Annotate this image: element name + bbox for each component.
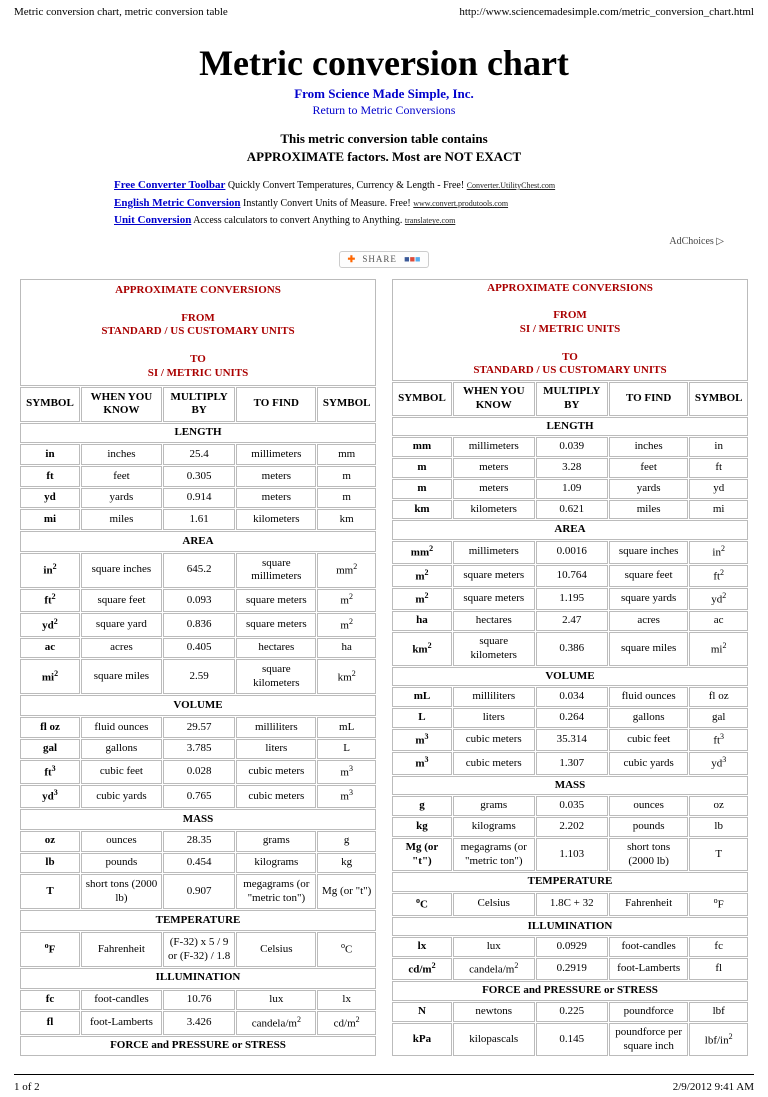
table-row: ozounces28.35gramsg	[20, 831, 376, 852]
table-row: mmmillimeters0.039inchesin	[392, 437, 748, 457]
table-row: kgkilograms2.202poundslb	[392, 817, 748, 837]
table-row: yd3cubic yards0.765cubic metersm3	[20, 785, 376, 808]
table-row: oCCelsius1.8C + 32FahrenheitoF	[392, 893, 748, 915]
table-row: Nnewtons0.225poundforcelbf	[392, 1002, 748, 1022]
ad-link-1[interactable]: English Metric Conversion	[114, 197, 241, 209]
right-temp-rows: oCCelsius1.8C + 32FahrenheitoF	[392, 893, 748, 915]
table-row: lxlux0.0929foot-candlesfc	[392, 937, 748, 957]
right-length-rows: mmmillimeters0.039inchesinmmeters3.28fee…	[392, 437, 748, 519]
table-row: acacres0.405hectaresha	[20, 638, 376, 659]
header-url: http://www.sciencemadesimple.com/metric_…	[459, 6, 754, 18]
table-row: mimiles1.61kilometerskm	[20, 509, 376, 530]
table-row: ft3cubic feet0.028cubic metersm3	[20, 760, 376, 783]
table-row: m2square meters1.195square yardsyd2	[392, 588, 748, 610]
right-volume-rows: mLmilliliters0.034fluid ouncesfl ozLlite…	[392, 687, 748, 774]
table-row: cd/m2candela/m20.2919foot-Lambertsfl	[392, 958, 748, 980]
table-row: km2square kilometers0.386square milesmi2	[392, 632, 748, 666]
table-row: hahectares2.47acresac	[392, 611, 748, 631]
table-row: flfoot-Lamberts3.426candela/m2cd/m2	[20, 1011, 376, 1034]
page-title: Metric conversion chart	[14, 42, 754, 84]
print-timestamp: 2/9/2012 9:41 AM	[673, 1081, 754, 1093]
share-services-icon: ■■■	[404, 254, 420, 264]
right-mass-rows: ggrams0.035ouncesozkgkilograms2.202pound…	[392, 796, 748, 871]
table-row: Lliters0.264gallonsgal	[392, 708, 748, 728]
ad-link-0[interactable]: Free Converter Toolbar	[114, 179, 225, 191]
right-force-rows: Nnewtons0.225poundforcelbfkPakilopascals…	[392, 1002, 748, 1056]
table-row: mm2millimeters0.0016square inchesin2	[392, 541, 748, 563]
table-row: in2square inches645.2square millimetersm…	[20, 553, 376, 588]
table-row: ydyards0.914metersm	[20, 488, 376, 509]
table-row: lbpounds0.454kilogramskg	[20, 853, 376, 874]
table-row: kmkilometers0.621milesmi	[392, 500, 748, 520]
ads-block: Free Converter Toolbar Quickly Convert T…	[114, 177, 654, 230]
adchoices-label[interactable]: AdChoices ▷	[14, 236, 754, 247]
table-row: kPakilopascals0.145poundforce per square…	[392, 1023, 748, 1057]
table-row: Mg (or "t")megagrams (or "metric ton")1.…	[392, 838, 748, 872]
table-row: Tshort tons (2000 lb)0.907megagrams (or …	[20, 874, 376, 909]
table-row: mLmilliliters0.034fluid ouncesfl oz	[392, 687, 748, 707]
table-row: m2square meters10.764square feetft2	[392, 565, 748, 587]
table-row: fl ozfluid ounces29.57millilitersmL	[20, 717, 376, 738]
table-row: mmeters1.09yardsyd	[392, 479, 748, 499]
left-conversion-table: APPROXIMATE CONVERSIONS FROM STANDARD / …	[19, 278, 377, 1058]
left-volume-rows: fl ozfluid ounces29.57millilitersmLgalga…	[20, 717, 376, 808]
ad-link-2[interactable]: Unit Conversion	[114, 214, 191, 226]
left-area-rows: in2square inches645.2square millimetersm…	[20, 553, 376, 695]
subtitle: From Science Made Simple, Inc.	[14, 86, 754, 102]
table-row: ftfeet0.305metersm	[20, 466, 376, 487]
disclaimer: This metric conversion table contains AP…	[14, 130, 754, 165]
table-row: ft2square feet0.093square metersm2	[20, 589, 376, 612]
left-temp-rows: oFFahrenheit(F-32) x 5 / 9 or (F-32) / 1…	[20, 932, 376, 967]
table-row: fcfoot-candles10.76luxlx	[20, 990, 376, 1011]
table-row: ininches25.4millimetersmm	[20, 444, 376, 465]
table-row: oFFahrenheit(F-32) x 5 / 9 or (F-32) / 1…	[20, 932, 376, 967]
share-plus-icon: ✚	[348, 254, 356, 264]
page-number: 1 of 2	[14, 1081, 40, 1093]
table-row: yd2square yard0.836square metersm2	[20, 613, 376, 636]
right-conversion-table: APPROXIMATE CONVERSIONS FROM SI / METRIC…	[391, 278, 749, 1058]
left-mass-rows: ozounces28.35gramsglbpounds0.454kilogram…	[20, 831, 376, 909]
right-illum-rows: lxlux0.0929foot-candlesfccd/m2candela/m2…	[392, 937, 748, 980]
right-area-rows: mm2millimeters0.0016square inchesin2m2sq…	[392, 541, 748, 665]
share-button[interactable]: ✚ SHARE ■■■	[339, 251, 430, 268]
table-row: m3cubic meters1.307cubic yardsyd3	[392, 752, 748, 774]
table-row: galgallons3.785litersL	[20, 739, 376, 760]
header-left: Metric conversion chart, metric conversi…	[14, 6, 228, 18]
table-row: ggrams0.035ouncesoz	[392, 796, 748, 816]
table-row: mmeters3.28feetft	[392, 458, 748, 478]
adchoices-icon: ▷	[716, 236, 724, 247]
table-row: m3cubic meters35.314cubic feetft3	[392, 729, 748, 751]
table-row: mi2square miles2.59square kilometerskm2	[20, 659, 376, 694]
left-length-rows: ininches25.4millimetersmmftfeet0.305mete…	[20, 444, 376, 530]
left-illum-rows: fcfoot-candles10.76luxlxflfoot-Lamberts3…	[20, 990, 376, 1035]
return-link[interactable]: Return to Metric Conversions	[313, 103, 456, 117]
